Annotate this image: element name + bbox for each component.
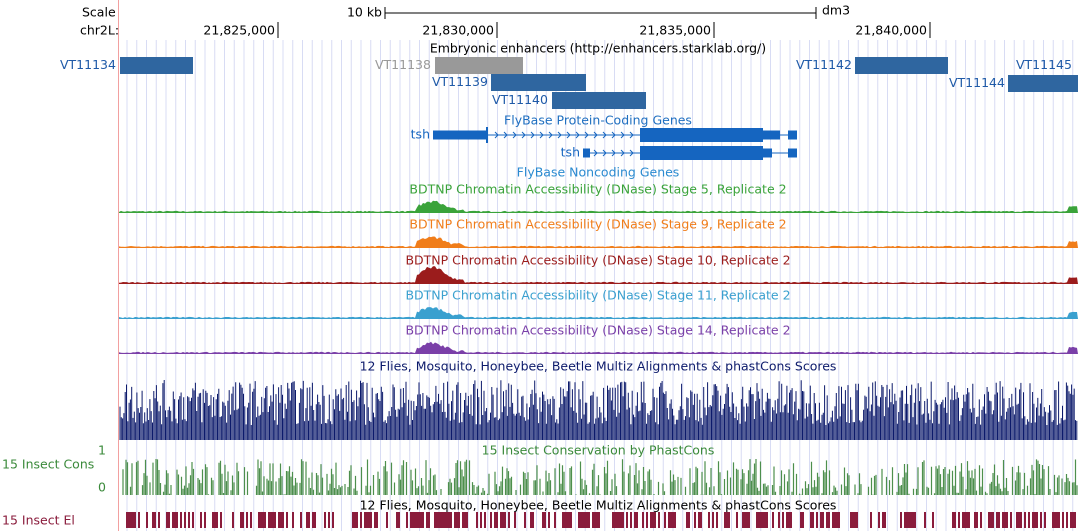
side-label: 15 Insect El (2, 513, 75, 528)
exon (763, 130, 780, 140)
enhancer (552, 92, 646, 109)
exon (763, 148, 772, 158)
strand-arrow (629, 149, 634, 157)
strand-arrow (620, 131, 625, 139)
strand-arrow (503, 131, 508, 139)
signal (119, 200, 1078, 213)
signal (119, 307, 1078, 319)
strand-arrow (593, 131, 598, 139)
position-label: 21,840,000 (855, 23, 927, 38)
track-title: BDTNP Chromatin Accessibility (DNase) St… (409, 217, 786, 232)
strand-arrow (611, 131, 616, 139)
conserved-elements (126, 512, 1076, 528)
enhancer (491, 74, 586, 91)
exon (433, 130, 487, 140)
axis-min: 0 (98, 480, 106, 495)
track-title: 15 Insect Conservation by PhastCons (482, 443, 715, 458)
assembly-label: dm3 (822, 3, 850, 18)
track-title: FlyBase Noncoding Genes (517, 165, 680, 180)
gene-label: tsh (411, 127, 430, 142)
axis-max: 1 (98, 443, 106, 458)
track-title: BDTNP Chromatin Accessibility (DNase) St… (409, 182, 786, 197)
strand-arrow (566, 131, 571, 139)
enhancer (120, 57, 193, 74)
track-title: 12 Flies, Mosquito, Honeybee, Beetle Mul… (360, 498, 837, 513)
position-label: 21,835,000 (639, 23, 711, 38)
strand-arrow (575, 131, 580, 139)
strand-arrow (584, 131, 589, 139)
side-label: 15 Insect Cons (2, 457, 94, 472)
position-label: 21,830,000 (422, 23, 494, 38)
enhancer (435, 57, 523, 74)
enhancer (855, 57, 948, 74)
exon (788, 148, 797, 158)
track-title: BDTNP Chromatin Accessibility (DNase) St… (405, 288, 790, 303)
track-title: BDTNP Chromatin Accessibility (DNase) St… (405, 323, 790, 338)
strand-arrow (611, 149, 616, 157)
track-title: FlyBase Protein-Coding Genes (504, 113, 692, 128)
exon (640, 128, 763, 142)
enhancer-label: VT11139 (432, 74, 488, 89)
strand-arrow (521, 131, 526, 139)
chrom-label: chr2L: (80, 23, 119, 38)
enhancer-label: VT11144 (949, 75, 1005, 90)
strand-arrow (494, 131, 499, 139)
enhancer-label: VT11134 (60, 57, 116, 72)
strand-arrow (629, 131, 634, 139)
scale-bar-label: 10 kb (347, 5, 382, 20)
track-title: 12 Flies, Mosquito, Honeybee, Beetle Mul… (360, 359, 837, 374)
enhancer (1008, 75, 1078, 92)
enhancer-label: VT11142 (796, 57, 852, 72)
signal (119, 341, 1078, 354)
strand-arrow (530, 131, 535, 139)
conservation-bars (119, 380, 1078, 440)
gene-label: tsh (561, 145, 580, 160)
exon (640, 146, 763, 160)
phastcons-bars (122, 459, 1078, 495)
strand-arrow (602, 149, 607, 157)
signal (119, 236, 1078, 248)
exon (583, 148, 590, 158)
enhancer-label: VT11138 (375, 57, 431, 72)
grid (118, 0, 1074, 531)
position-label: 21,825,000 (203, 23, 275, 38)
strand-arrow (512, 131, 517, 139)
track-title: Embryonic enhancers (http://enhancers.st… (430, 41, 766, 56)
strand-arrow (602, 131, 607, 139)
signal (119, 266, 1078, 284)
exon (788, 130, 797, 140)
enhancer-label: VT11145 (1016, 57, 1072, 72)
scale-label: Scale (82, 5, 116, 20)
track-title: BDTNP Chromatin Accessibility (DNase) St… (405, 253, 790, 268)
enhancer-label: VT11140 (492, 92, 548, 107)
strand-arrow (539, 131, 544, 139)
strand-arrow (593, 149, 598, 157)
strand-arrow (557, 131, 562, 139)
strand-arrow (620, 149, 625, 157)
strand-arrow (548, 131, 553, 139)
